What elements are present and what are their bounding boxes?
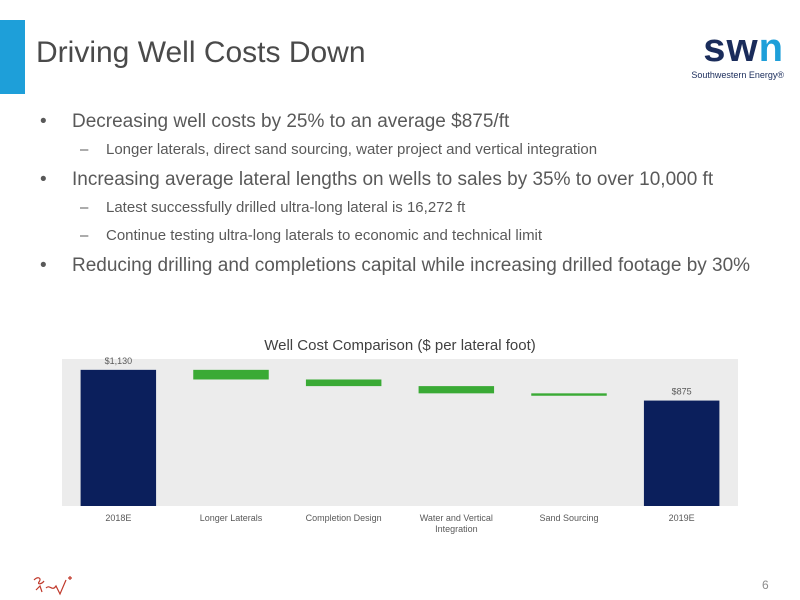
x-tick-label-2: Longer Laterals [200, 513, 263, 523]
bullet-list: Decreasing well costs by 25% to an avera… [40, 110, 780, 284]
bullet-3: Reducing drilling and completions capita… [40, 254, 780, 277]
slide-title: Driving Well Costs Down [36, 36, 366, 69]
bullet-1: Decreasing well costs by 25% to an avera… [40, 110, 780, 133]
x-tick-label-4: Water and Vertical Integration [420, 513, 493, 534]
company-logo: swn Southwestern Energy® [664, 28, 784, 80]
well-cost-chart: Well Cost Comparison ($ per lateral foot… [62, 337, 738, 534]
bar-2 [193, 369, 269, 380]
plot-area [62, 359, 738, 506]
bar-1 [80, 369, 157, 506]
bullet-2: Increasing average lateral lengths on we… [40, 168, 780, 191]
sub-bullet-1-1: – Longer laterals, direct sand sourcing, … [80, 141, 598, 158]
chart-title: Well Cost Comparison ($ per lateral foot… [264, 337, 536, 354]
logo-mark: swn [703, 26, 784, 70]
data-label-6: $875 [672, 387, 692, 397]
x-tick-label-5: Sand Sourcing [539, 513, 598, 523]
sub-bullet-2-2: – Continue testing ultra-long laterals to… [80, 227, 543, 244]
x-tick-label-3: Completion Design [306, 513, 382, 523]
logo-subtitle: Southwestern Energy® [691, 70, 784, 80]
sub-bullet-2-1: – Latest successfully drilled ultra-long … [80, 199, 466, 216]
signature-mark [33, 576, 72, 596]
title-accent-bar [0, 20, 25, 94]
page-number: 6 [762, 578, 769, 592]
data-label-1: $1,130 [105, 356, 133, 366]
bar-5 [531, 393, 607, 396]
bar-3 [305, 379, 382, 387]
bar-4 [418, 386, 495, 394]
x-tick-label-6: 2019E [669, 513, 695, 523]
bar-6 [643, 400, 720, 506]
x-tick-label-1: 2018E [105, 513, 131, 523]
